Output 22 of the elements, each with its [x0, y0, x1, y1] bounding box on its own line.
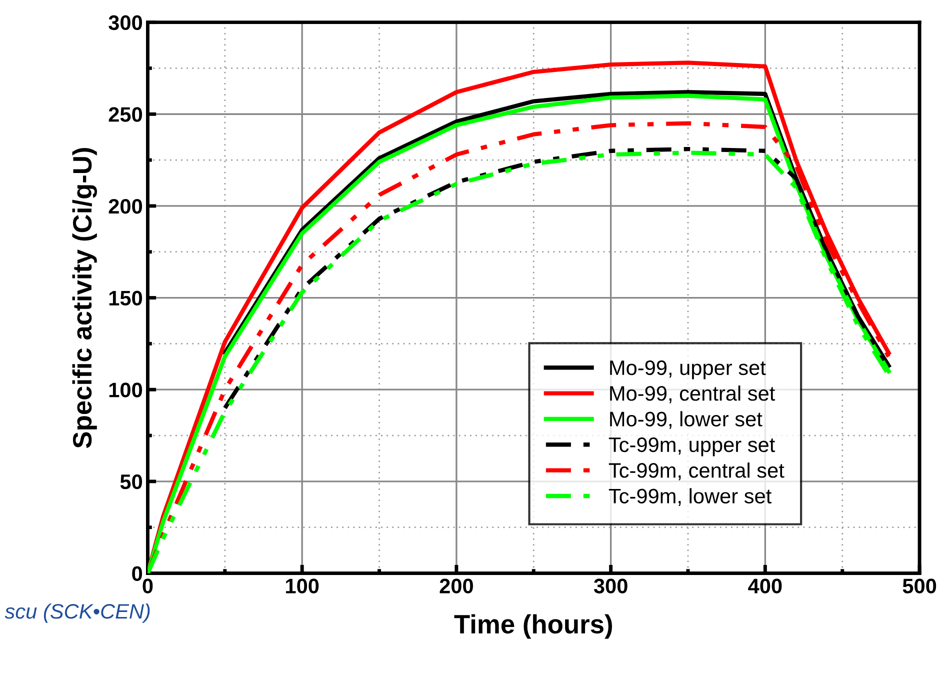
x-tick-label: 300 — [594, 578, 628, 594]
x-tick-label: 100 — [286, 578, 319, 594]
legend-label: Mo-99, upper set — [610, 360, 766, 380]
legend-label: Tc-99m, central set — [608, 462, 784, 480]
y-axis-title: Specific activity (Ci/g-U) — [72, 148, 98, 448]
legend-label: Tc-99m, upper set — [608, 437, 776, 456]
legend-label: Mo-99, central set — [610, 385, 776, 404]
y-tick-label: 0 — [132, 566, 142, 581]
x-axis-title: Time (hours) — [454, 614, 612, 639]
legend-label: Mo-99, lower set — [610, 411, 762, 429]
text: scu (SCK•CEN) — [4, 603, 150, 623]
y-tick-label: 150 — [109, 290, 142, 306]
y-tick-label: 250 — [108, 107, 142, 122]
x-tick-label: 400 — [748, 578, 782, 594]
y-tick-label: 300 — [108, 15, 142, 30]
y-tick-label: 100 — [109, 382, 142, 398]
y-tick-label: 50 — [120, 474, 142, 490]
x-tick-label: 200 — [440, 578, 473, 594]
x-tick-label: 500 — [902, 578, 936, 594]
legend-label: Tc-99m, lower set — [608, 488, 772, 506]
x-tick-label: 0 — [142, 578, 153, 594]
y-tick-label: 200 — [108, 198, 142, 214]
